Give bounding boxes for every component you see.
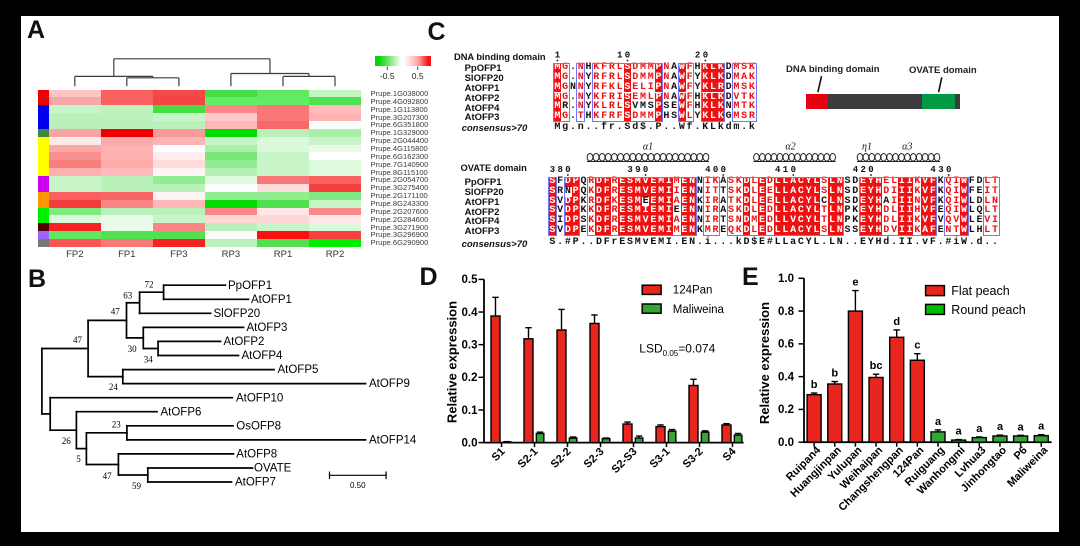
- svg-text:a: a: [1038, 421, 1045, 433]
- svg-text:AtOFP8: AtOFP8: [236, 449, 277, 461]
- svg-text:8: 8: [557, 165, 562, 175]
- svg-text:3: 3: [627, 165, 632, 175]
- svg-text:α2: α2: [785, 142, 795, 153]
- svg-text:b: b: [811, 379, 818, 391]
- svg-text:72: 72: [145, 280, 154, 290]
- svg-text:0: 0: [565, 165, 570, 175]
- svg-text:0: 0: [713, 165, 718, 175]
- svg-text:AtOFP6: AtOFP6: [161, 406, 202, 418]
- svg-text:0: 0: [868, 165, 873, 175]
- svg-text:2: 2: [695, 51, 700, 61]
- svg-text:AtOFP10: AtOFP10: [236, 392, 283, 404]
- svg-text:0: 0: [791, 165, 796, 175]
- svg-text:AtOFP9: AtOFP9: [369, 378, 410, 390]
- svg-text:0: 0: [703, 51, 708, 61]
- svg-text:1.0: 1.0: [778, 273, 794, 285]
- svg-text:47: 47: [111, 307, 121, 317]
- svg-text:Maliweina: Maliweina: [1005, 444, 1051, 490]
- svg-text:Flat peach: Flat peach: [951, 284, 1009, 298]
- svg-text:4: 4: [853, 165, 859, 175]
- svg-text:34: 34: [144, 355, 154, 365]
- svg-text:0.1: 0.1: [462, 405, 479, 417]
- svg-text:9: 9: [635, 165, 640, 175]
- svg-text:OVATE: OVATE: [254, 463, 292, 475]
- svg-text:0.2: 0.2: [778, 404, 794, 416]
- svg-text:0: 0: [946, 165, 951, 175]
- svg-text:Relative expression: Relative expression: [445, 301, 460, 423]
- svg-text:0.0: 0.0: [462, 437, 478, 449]
- svg-text:AtOFP2: AtOFP2: [224, 336, 265, 348]
- svg-text:0: 0: [625, 51, 630, 61]
- svg-text:AtOFP14: AtOFP14: [369, 435, 417, 447]
- svg-text:a: a: [1018, 421, 1025, 433]
- svg-text:Maliweina: Maliweina: [673, 304, 725, 316]
- svg-text:0.5: 0.5: [412, 71, 424, 81]
- svg-text:Relative expression: Relative expression: [757, 302, 772, 424]
- svg-text:4: 4: [705, 165, 711, 175]
- svg-text:0.8: 0.8: [778, 306, 795, 318]
- svg-text:0.4: 0.4: [462, 307, 479, 319]
- svg-text:Round peach: Round peach: [951, 303, 1025, 317]
- svg-text:4: 4: [930, 165, 936, 175]
- svg-text:3: 3: [550, 165, 555, 175]
- svg-text:AtOFP4: AtOFP4: [242, 350, 284, 362]
- svg-text:47: 47: [103, 471, 113, 481]
- svg-text:AtOFP1: AtOFP1: [251, 294, 292, 306]
- svg-text:1: 1: [783, 165, 789, 175]
- svg-text:0.50: 0.50: [350, 481, 366, 490]
- svg-text:2: 2: [860, 165, 865, 175]
- svg-text:124Pan: 124Pan: [673, 284, 713, 296]
- svg-text:0.0: 0.0: [778, 437, 794, 449]
- svg-text:d: d: [893, 316, 900, 328]
- svg-text:η1: η1: [862, 142, 872, 153]
- svg-text:SlOFP20: SlOFP20: [214, 308, 261, 320]
- svg-text:0: 0: [643, 165, 648, 175]
- svg-text:3: 3: [938, 165, 943, 175]
- svg-text:b: b: [831, 368, 838, 380]
- svg-text:0: 0: [721, 165, 726, 175]
- svg-text:a: a: [935, 416, 942, 428]
- svg-text:63: 63: [123, 291, 133, 301]
- svg-text:47: 47: [73, 335, 83, 345]
- svg-text:59: 59: [132, 481, 142, 491]
- svg-text:1: 1: [617, 51, 623, 61]
- svg-text:0.5: 0.5: [462, 274, 479, 286]
- svg-text:0.6: 0.6: [778, 339, 794, 351]
- svg-text:bc: bc: [870, 360, 883, 372]
- svg-text:AtOFP7: AtOFP7: [235, 477, 276, 489]
- svg-text:a: a: [997, 421, 1004, 433]
- svg-text:1: 1: [555, 51, 561, 61]
- svg-text:30: 30: [128, 344, 138, 354]
- svg-text:a: a: [956, 426, 963, 438]
- svg-text:4: 4: [775, 165, 781, 175]
- svg-text:5: 5: [76, 454, 81, 464]
- svg-text:AtOFP5: AtOFP5: [278, 364, 319, 376]
- svg-text:0.4: 0.4: [778, 371, 795, 383]
- svg-text:23: 23: [112, 420, 122, 430]
- svg-text:PpOFP1: PpOFP1: [228, 280, 272, 292]
- svg-text:a: a: [976, 423, 983, 435]
- svg-text:0.3: 0.3: [462, 340, 478, 352]
- svg-text:-0.5: -0.5: [380, 71, 395, 81]
- svg-text:AtOFP3: AtOFP3: [247, 322, 288, 334]
- svg-text:c: c: [914, 340, 920, 352]
- svg-text:α1: α1: [643, 142, 653, 153]
- svg-text:OsOFP8: OsOFP8: [236, 420, 281, 432]
- svg-text:e: e: [852, 277, 858, 289]
- svg-text:26: 26: [62, 436, 72, 446]
- svg-text:α3: α3: [902, 142, 912, 153]
- svg-text:0.2: 0.2: [462, 372, 478, 384]
- svg-text:24: 24: [109, 382, 119, 392]
- svg-text:LSD0.05=0.074: LSD0.05=0.074: [639, 342, 715, 359]
